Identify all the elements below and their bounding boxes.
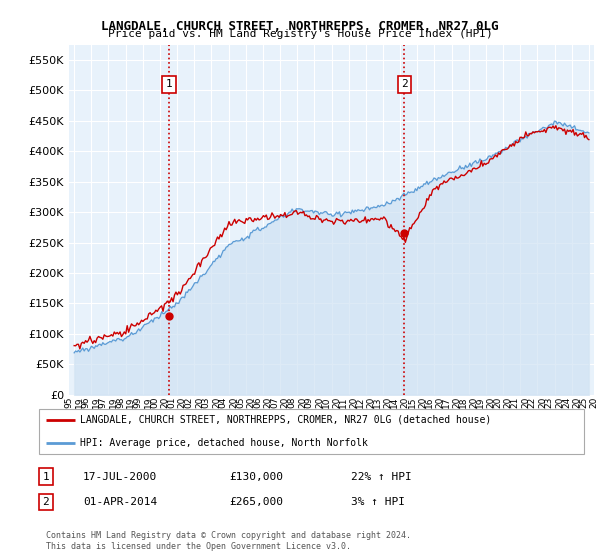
Text: 1: 1 (166, 80, 173, 90)
Text: 17-JUL-2000: 17-JUL-2000 (83, 472, 157, 482)
Text: LANGDALE, CHURCH STREET, NORTHREPPS, CROMER, NR27 0LG: LANGDALE, CHURCH STREET, NORTHREPPS, CRO… (101, 20, 499, 32)
Text: Contains HM Land Registry data © Crown copyright and database right 2024.
This d: Contains HM Land Registry data © Crown c… (46, 531, 411, 550)
Text: £130,000: £130,000 (229, 472, 283, 482)
Text: 2: 2 (401, 80, 408, 90)
Text: LANGDALE, CHURCH STREET, NORTHREPPS, CROMER, NR27 0LG (detached house): LANGDALE, CHURCH STREET, NORTHREPPS, CRO… (80, 414, 491, 424)
Text: 01-APR-2014: 01-APR-2014 (83, 497, 157, 507)
Text: Price paid vs. HM Land Registry's House Price Index (HPI): Price paid vs. HM Land Registry's House … (107, 29, 493, 39)
FancyBboxPatch shape (39, 409, 584, 454)
Text: 2: 2 (43, 497, 49, 507)
Text: HPI: Average price, detached house, North Norfolk: HPI: Average price, detached house, Nort… (80, 438, 368, 448)
Text: 22% ↑ HPI: 22% ↑ HPI (350, 472, 412, 482)
Text: 3% ↑ HPI: 3% ↑ HPI (350, 497, 404, 507)
Text: 1: 1 (43, 472, 49, 482)
Text: £265,000: £265,000 (229, 497, 283, 507)
